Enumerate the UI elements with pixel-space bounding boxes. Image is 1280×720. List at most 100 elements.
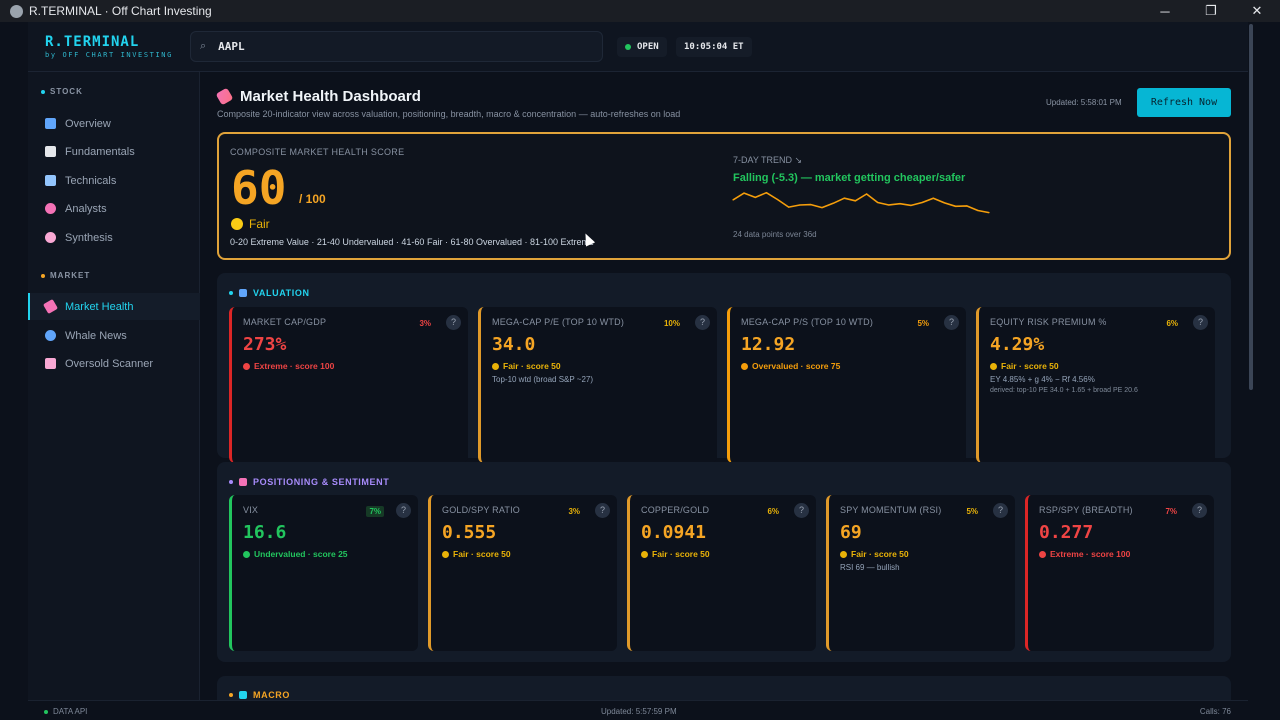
help-icon[interactable]: ? xyxy=(695,315,710,330)
trend-point xyxy=(754,196,756,198)
sidebar-item-label: Overview xyxy=(65,117,111,130)
section-title-text: VALUATION xyxy=(253,288,310,298)
section-label: STOCK xyxy=(50,87,83,96)
refresh-button[interactable]: Refresh Now xyxy=(1137,88,1231,117)
clock-badge: 10:05:04 ET xyxy=(676,37,752,57)
rating-dot-icon xyxy=(231,218,243,230)
app-logo[interactable]: R.TERMINAL by OFF CHART INVESTING xyxy=(45,34,173,59)
sidebar-item-market-health[interactable]: Market Health xyxy=(28,293,200,320)
indicator-card[interactable]: COPPER/GOLD 6%? 0.0941 Fair · score 50 xyxy=(627,495,816,651)
help-icon[interactable]: ? xyxy=(446,315,461,330)
status-dot-icon xyxy=(840,550,847,558)
trend-point xyxy=(943,202,946,204)
app-header: R.TERMINAL by OFF CHART INVESTING ⌕ OPEN… xyxy=(28,22,1248,72)
indicator-label: COPPER/GOLD xyxy=(641,505,710,515)
close-button[interactable]: ✕ xyxy=(1251,3,1263,18)
indicator-card[interactable]: SPY MOMENTUM (RSI) 5%? 69 Fair · score 50 RS… xyxy=(826,495,1015,651)
sidebar-item-label: Fundamentals xyxy=(65,145,135,158)
status-dot-icon xyxy=(990,362,997,370)
indicator-card[interactable]: GOLD/SPY RATIO 3%? 0.555 Fair · score 50 xyxy=(428,495,617,651)
status-dot-icon xyxy=(492,362,499,370)
trend-point xyxy=(821,206,823,209)
indicator-value: 69 xyxy=(840,522,862,543)
indicator-status: Extreme · score 100 xyxy=(243,361,334,371)
sidebar-item-synthesis[interactable]: Synthesis xyxy=(28,224,200,251)
scrollbar[interactable] xyxy=(1248,22,1256,700)
page-title: Market Health Dashboard xyxy=(215,87,421,106)
minimize-button[interactable]: ─ xyxy=(1160,3,1170,19)
sidebar-item-fundamentals[interactable]: Fundamentals xyxy=(28,138,200,165)
indicator-label: SPY MOMENTUM (RSI) xyxy=(840,505,942,515)
globe-icon xyxy=(239,691,247,699)
trend-point xyxy=(910,204,912,207)
indicator-status: Fair · score 50 xyxy=(990,361,1059,371)
indicator-card[interactable]: MARKET CAP/GDP 3%? 273% Extreme · score 100 xyxy=(229,307,468,463)
help-icon[interactable]: ? xyxy=(993,503,1008,518)
help-icon[interactable]: ? xyxy=(396,503,411,518)
ticker-search: ⌕ xyxy=(190,31,603,62)
trend-sparkline xyxy=(732,191,990,214)
sidebar-item-label: Technicals xyxy=(65,174,117,187)
trend-point xyxy=(888,204,890,206)
status-dot-icon xyxy=(243,550,250,558)
indicator-card[interactable]: MEGA-CAP P/E (TOP 10 WTD) 10%? 34.0 Fair · … xyxy=(478,307,717,463)
indicator-label: RSP/SPY (BREADTH) xyxy=(1039,505,1133,515)
indicator-value: 4.29% xyxy=(990,334,1045,355)
document-icon xyxy=(45,146,56,157)
indicator-card[interactable]: RSP/SPY (BREADTH) 7%? 0.277 Extreme · score… xyxy=(1025,495,1214,651)
brain-icon xyxy=(45,232,56,243)
sidebar-item-overview[interactable]: Overview xyxy=(28,110,200,137)
window-controls: ─ ❐ ✕ xyxy=(1142,0,1280,22)
trend-point xyxy=(977,209,979,212)
section-title: POSITIONING & SENTIMENT xyxy=(229,477,389,487)
trend-chart-icon xyxy=(45,175,56,186)
section-dot-icon xyxy=(229,291,233,295)
page-title-text: Market Health Dashboard xyxy=(240,88,421,105)
indicator-status: Fair · score 50 xyxy=(840,549,909,559)
logo-text: R.TERMINAL xyxy=(45,34,140,50)
api-status-text: DATA API xyxy=(53,707,88,716)
indicator-value: 0.555 xyxy=(442,522,497,543)
search-input[interactable] xyxy=(218,40,579,53)
help-icon[interactable]: ? xyxy=(794,503,809,518)
status-dot-icon xyxy=(625,44,631,50)
trend-point xyxy=(843,197,845,199)
indicator-card[interactable]: VIX 7%? 16.6 Undervalued · score 25 xyxy=(229,495,418,651)
window-title: R.TERMINAL · Off Chart Investing xyxy=(29,4,212,18)
sidebar-item-whale-news[interactable]: Whale News xyxy=(28,322,200,349)
maximize-button[interactable]: ❐ xyxy=(1205,3,1217,18)
section-title: MACRO xyxy=(229,690,290,700)
indicator-card[interactable]: EQUITY RISK PREMIUM % 6%? 4.29% Fair · scor… xyxy=(976,307,1215,463)
indicator-label: MARKET CAP/GDP xyxy=(243,317,327,327)
scrollbar-thumb[interactable] xyxy=(1249,24,1253,390)
status-dot-icon xyxy=(641,550,648,558)
help-icon[interactable]: ? xyxy=(1193,315,1208,330)
section-dot-icon xyxy=(41,89,45,94)
sidebar-item-analysts[interactable]: Analysts xyxy=(28,195,200,222)
help-icon[interactable]: ? xyxy=(595,503,610,518)
status-dot-icon xyxy=(1039,550,1046,558)
sidebar-item-label: Oversold Scanner xyxy=(65,357,154,370)
indicator-value: 0.277 xyxy=(1039,522,1094,543)
indicator-card[interactable]: MEGA-CAP P/S (TOP 10 WTD) 5%? 12.92 Overval… xyxy=(727,307,966,463)
status-dot-icon xyxy=(44,709,48,714)
trend-point xyxy=(854,200,857,202)
market-status-text: OPEN xyxy=(637,42,659,52)
section-dot-icon xyxy=(229,693,233,697)
help-icon[interactable]: ? xyxy=(944,315,959,330)
trend-point xyxy=(865,193,868,195)
status-text: Overvalued · score 75 xyxy=(752,361,841,371)
weight-badge: 7% xyxy=(1165,507,1177,516)
weight-badge: 6% xyxy=(767,507,779,516)
sidebar-item-oversold-scanner[interactable]: Oversold Scanner xyxy=(28,350,200,377)
sidebar-item-label: Market Health xyxy=(65,300,134,313)
main-content: Market Health Dashboard Composite 20-ind… xyxy=(200,72,1248,700)
trend-point xyxy=(955,205,957,207)
page-subtitle: Composite 20-indicator view across valua… xyxy=(217,109,681,119)
section-title-text: MACRO xyxy=(253,690,290,700)
status-text: Extreme · score 100 xyxy=(1050,549,1131,559)
sidebar-item-technicals[interactable]: Technicals xyxy=(28,167,200,194)
thermometer-icon xyxy=(42,298,59,315)
help-icon[interactable]: ? xyxy=(1192,503,1207,518)
score-scale-legend: 0-20 Extreme Value · 21-40 Undervalued ·… xyxy=(230,237,595,247)
